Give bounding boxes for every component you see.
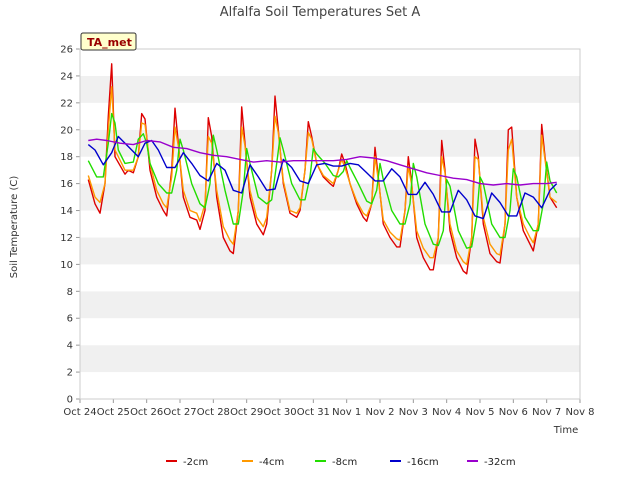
x-tick-label: Nov 1 (332, 407, 361, 418)
chart-title: Alfalfa Soil Temperatures Set A (220, 5, 421, 20)
y-tick-label: 8 (67, 287, 73, 298)
y-tick-label: 2 (67, 368, 73, 379)
grid-band (80, 372, 580, 399)
x-tick-label: Nov 6 (499, 407, 528, 418)
y-tick-label: 0 (67, 395, 73, 406)
grid-band (80, 291, 580, 319)
y-axis-title: Soil Temperature (C) (9, 176, 20, 279)
grid-band (80, 264, 580, 292)
badge-box (80, 32, 137, 51)
x-tick-label: Oct 30 (263, 407, 296, 418)
badge: TA_met (80, 32, 137, 51)
series-line-16cm (87, 135, 558, 220)
x-tick-label: Nov 2 (365, 407, 394, 418)
x-tick-label: Oct 27 (163, 407, 196, 418)
y-tick-label: 20 (60, 125, 73, 136)
series-lines (87, 63, 558, 275)
y-tick-label: 22 (60, 98, 73, 109)
x-tick-label: Oct 25 (97, 407, 130, 418)
plot-frame (79, 48, 581, 400)
legend-label: -2cm (183, 457, 208, 468)
grid-band (80, 345, 580, 373)
series-line-4cm (87, 85, 558, 266)
grid-band (80, 237, 580, 265)
y-tick-label: 10 (60, 260, 73, 271)
x-tick-label: Oct 26 (130, 407, 163, 418)
x-axis-title: Time (553, 425, 578, 436)
y-tick-label: 24 (60, 71, 73, 82)
legend-label: -16cm (407, 457, 439, 468)
x-tick-label: Oct 31 (297, 407, 330, 418)
x-tick-label: Oct 29 (230, 407, 263, 418)
grid-band (80, 102, 580, 130)
grid-band (80, 318, 580, 346)
y-tick-label: 6 (67, 314, 73, 325)
series-line-32cm (88, 138, 557, 186)
legend-label: -4cm (259, 457, 284, 468)
legend: -2cm -4cm -8cm -16cm -32cm (166, 457, 516, 468)
grid-band (80, 49, 580, 76)
y-tick-label: 12 (60, 233, 73, 244)
legend-label: -8cm (332, 457, 357, 468)
x-tick-label: Oct 28 (197, 407, 230, 418)
grid-band (80, 183, 580, 211)
x-tick-label: Nov 8 (565, 407, 594, 418)
grid-band (80, 129, 580, 157)
badge-text: TA_met (87, 36, 132, 49)
grid-bands (80, 49, 580, 399)
x-tick-label: Oct 24 (63, 407, 96, 418)
x-axis: Oct 24 Oct 25 Oct 26 Oct 27 Oct 28 Oct 29 Oct … (63, 399, 595, 418)
grid-band (80, 75, 580, 103)
y-tick-label: 16 (60, 179, 73, 190)
x-tick-label: Nov 5 (465, 407, 494, 418)
y-tick-label: 4 (67, 341, 73, 352)
y-tick-label: 18 (60, 152, 73, 163)
x-tick-label: Nov 7 (532, 407, 561, 418)
x-tick-label: Nov 4 (432, 407, 461, 418)
x-tick-label: Nov 3 (399, 407, 428, 418)
y-tick-label: 14 (60, 206, 73, 217)
legend-label: -32cm (484, 457, 516, 468)
y-tick-label: 26 (60, 45, 73, 56)
